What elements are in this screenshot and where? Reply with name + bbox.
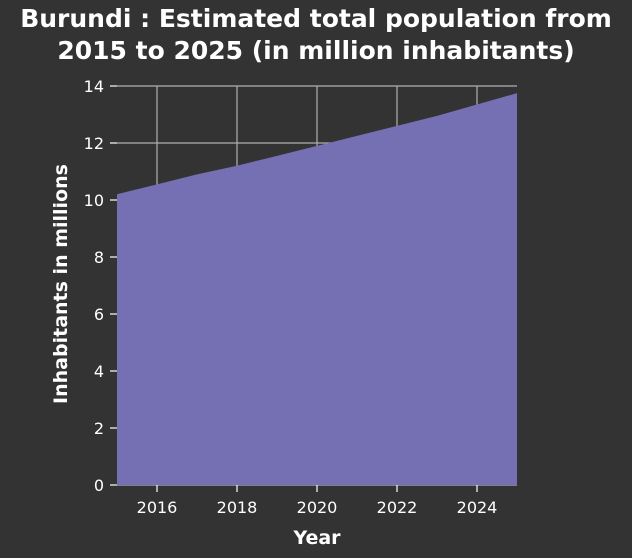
x-axis-label: Year [292, 527, 341, 549]
x-tick-label-2016: 2016 [137, 498, 178, 517]
y-tick-label-10: 10 [84, 191, 104, 210]
axes: 0 2 4 6 8 10 12 14 2016 2018 2020 2022 2024 [84, 77, 498, 517]
data-area [116, 93, 518, 485]
y-tick-label-0: 0 [94, 476, 104, 495]
y-tick-label-14: 14 [84, 77, 104, 96]
area-series [117, 93, 517, 485]
chart-title: Burundi : Estimated total population fro… [20, 4, 612, 65]
y-tick-label-4: 4 [94, 362, 104, 381]
y-tick-label-12: 12 [84, 134, 104, 153]
y-tick-label-2: 2 [94, 419, 104, 438]
x-tick-label-2022: 2022 [377, 498, 418, 517]
chart-title-line-1: Burundi : Estimated total population fro… [20, 4, 612, 33]
x-tick-label-2018: 2018 [217, 498, 258, 517]
y-tick-label-8: 8 [94, 248, 104, 267]
chart-title-line-2: 2015 to 2025 (in million inhabitants) [57, 36, 574, 65]
x-tick-label-2024: 2024 [457, 498, 498, 517]
y-axis-label: Inhabitants in millions [50, 164, 72, 404]
y-tick-label-6: 6 [94, 305, 104, 324]
x-tick-label-2020: 2020 [297, 498, 338, 517]
